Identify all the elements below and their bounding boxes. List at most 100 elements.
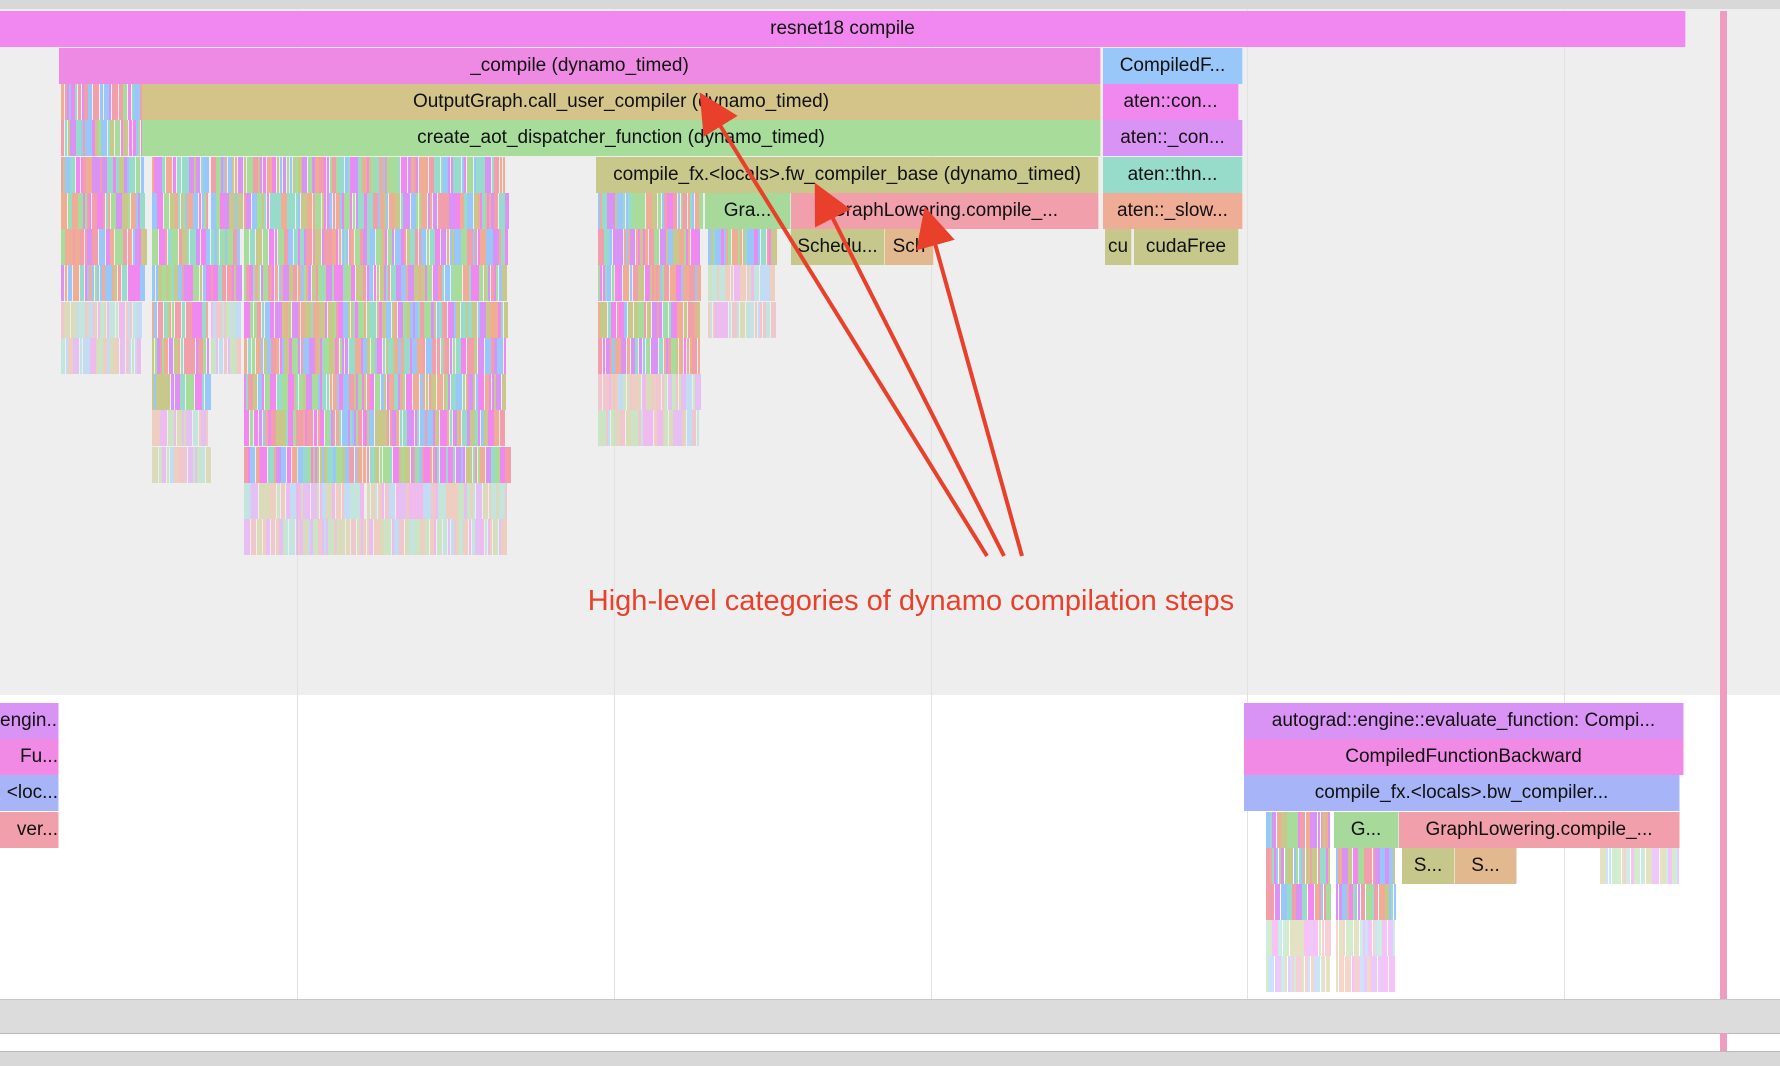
- small-slice[interactable]: [369, 265, 373, 301]
- small-slice[interactable]: [395, 338, 398, 374]
- small-slice[interactable]: [92, 157, 94, 193]
- small-slice[interactable]: [280, 157, 282, 193]
- small-slice[interactable]: [612, 338, 615, 374]
- small-slice[interactable]: [398, 338, 401, 374]
- small-slice[interactable]: [371, 483, 373, 519]
- small-slice[interactable]: [322, 193, 324, 229]
- small-slice[interactable]: [605, 265, 607, 301]
- small-slice[interactable]: [322, 302, 325, 338]
- small-slice[interactable]: [615, 265, 620, 301]
- slice-compiled-f[interactable]: CompiledF...: [1103, 48, 1243, 84]
- small-slice[interactable]: [265, 447, 267, 483]
- small-slice[interactable]: [626, 410, 631, 446]
- small-slice[interactable]: [1393, 848, 1395, 884]
- small-slice[interactable]: [1384, 956, 1388, 992]
- small-slice[interactable]: [1296, 956, 1302, 992]
- small-slice[interactable]: [1616, 848, 1621, 884]
- small-slice[interactable]: [491, 193, 494, 229]
- small-slice[interactable]: [450, 338, 452, 374]
- small-slice[interactable]: [401, 193, 403, 229]
- small-slice[interactable]: [224, 302, 226, 338]
- small-slice[interactable]: [598, 302, 600, 338]
- small-slice[interactable]: [97, 265, 99, 301]
- small-slice[interactable]: [75, 229, 80, 265]
- small-slice[interactable]: [324, 229, 330, 265]
- small-slice[interactable]: [298, 229, 300, 265]
- small-slice[interactable]: [1348, 848, 1350, 884]
- slice-ver-left[interactable]: ver...: [0, 812, 59, 848]
- small-slice[interactable]: [268, 410, 271, 446]
- small-slice[interactable]: [659, 302, 662, 338]
- small-slice[interactable]: [296, 519, 298, 555]
- small-slice[interactable]: [262, 374, 264, 410]
- small-slice[interactable]: [300, 519, 303, 555]
- small-slice[interactable]: [688, 229, 690, 265]
- small-slice[interactable]: [488, 519, 490, 555]
- small-slice[interactable]: [486, 265, 488, 301]
- small-slice[interactable]: [394, 519, 399, 555]
- small-slice[interactable]: [348, 302, 350, 338]
- small-slice[interactable]: [1272, 848, 1274, 884]
- small-slice[interactable]: [343, 302, 348, 338]
- small-slice[interactable]: [478, 302, 480, 338]
- small-slice[interactable]: [303, 483, 306, 519]
- small-slice[interactable]: [435, 447, 437, 483]
- small-slice[interactable]: [358, 302, 364, 338]
- small-slice[interactable]: [95, 302, 97, 338]
- small-slice[interactable]: [435, 410, 439, 446]
- slice-create-aot[interactable]: create_aot_dispatcher_function (dynamo_t…: [142, 120, 1101, 156]
- small-slice[interactable]: [189, 338, 195, 374]
- small-slice[interactable]: [1328, 848, 1330, 884]
- small-slice[interactable]: [1358, 884, 1360, 920]
- small-slice[interactable]: [202, 193, 204, 229]
- small-slice[interactable]: [1364, 956, 1367, 992]
- small-slice[interactable]: [607, 193, 613, 229]
- small-slice[interactable]: [355, 302, 358, 338]
- small-slice[interactable]: [298, 157, 302, 193]
- small-slice[interactable]: [412, 410, 414, 446]
- small-slice[interactable]: [262, 193, 264, 229]
- small-slice[interactable]: [1339, 956, 1344, 992]
- small-slice[interactable]: [348, 157, 350, 193]
- small-slice[interactable]: [613, 193, 615, 229]
- small-slice[interactable]: [126, 302, 128, 338]
- small-slice[interactable]: [478, 410, 480, 446]
- small-slice[interactable]: [690, 338, 692, 374]
- small-slice[interactable]: [346, 519, 350, 555]
- small-slice[interactable]: [466, 447, 472, 483]
- small-slice[interactable]: [1281, 848, 1284, 884]
- small-slice[interactable]: [499, 483, 505, 519]
- small-slice[interactable]: [288, 374, 294, 410]
- small-slice[interactable]: [174, 265, 176, 301]
- small-slice[interactable]: [615, 338, 621, 374]
- small-slice[interactable]: [267, 193, 269, 229]
- small-slice[interactable]: [632, 374, 636, 410]
- small-slice[interactable]: [223, 157, 225, 193]
- small-slice[interactable]: [461, 447, 463, 483]
- small-slice[interactable]: [353, 157, 358, 193]
- small-slice[interactable]: [392, 410, 396, 446]
- small-slice[interactable]: [237, 229, 240, 265]
- small-slice[interactable]: [437, 302, 439, 338]
- small-slice[interactable]: [333, 410, 335, 446]
- small-slice[interactable]: [106, 193, 108, 229]
- small-slice[interactable]: [358, 193, 364, 229]
- small-slice[interactable]: [367, 483, 370, 519]
- small-slice[interactable]: [360, 265, 363, 301]
- small-slice[interactable]: [1287, 812, 1292, 848]
- small-slice[interactable]: [671, 338, 676, 374]
- small-slice[interactable]: [281, 265, 283, 301]
- small-slice[interactable]: [422, 157, 428, 193]
- small-slice[interactable]: [154, 157, 157, 193]
- small-slice[interactable]: [257, 519, 262, 555]
- small-slice[interactable]: [651, 338, 655, 374]
- small-slice[interactable]: [358, 410, 362, 446]
- small-slice[interactable]: [396, 483, 400, 519]
- small-slice[interactable]: [97, 157, 100, 193]
- small-slice[interactable]: [1310, 812, 1312, 848]
- small-slice[interactable]: [244, 483, 249, 519]
- small-slice[interactable]: [342, 338, 344, 374]
- small-slice[interactable]: [386, 302, 388, 338]
- small-slice[interactable]: [770, 265, 775, 301]
- small-slice[interactable]: [322, 338, 324, 374]
